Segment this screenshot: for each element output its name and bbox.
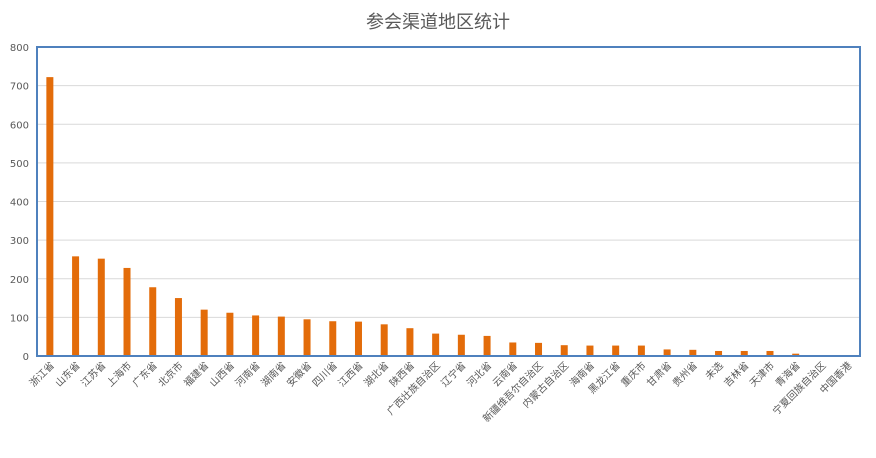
bar-19 (535, 342, 543, 356)
bar-10 (303, 319, 311, 356)
x-tick-label: 吉林省 (721, 359, 751, 389)
plot-frame (36, 46, 861, 357)
y-tick-label: 400 (10, 198, 29, 209)
x-tick-label: 上海市 (104, 359, 134, 389)
bar-6 (200, 309, 208, 356)
x-tick-label: 北京市 (155, 359, 185, 389)
x-tick-label: 广东省 (129, 359, 159, 389)
x-tick-label: 贵州省 (670, 359, 700, 389)
chart-title: 参会渠道地区统计 (366, 12, 510, 33)
x-tick-label: 福建省 (181, 359, 211, 389)
bar-11 (329, 321, 337, 356)
bar-2 (97, 258, 105, 356)
x-tick-label: 辽宁省 (438, 359, 468, 389)
x-tick-label: 山东省 (52, 359, 82, 389)
bar-29 (792, 353, 800, 356)
bar-21 (586, 345, 594, 356)
bar-13 (380, 324, 388, 356)
bar-15 (432, 333, 440, 356)
y-tick-label: 100 (10, 313, 29, 324)
bar-3 (123, 267, 131, 356)
bar-12 (354, 321, 362, 356)
x-tick-label: 山西省 (207, 359, 237, 389)
y-tick-label: 300 (10, 236, 29, 247)
bar-27 (740, 350, 748, 356)
x-tick-label: 未选 (702, 359, 725, 382)
bar-25 (689, 349, 697, 356)
x-tick-label: 湖南省 (258, 359, 288, 389)
x-tick-label: 江苏省 (78, 359, 108, 389)
bar-5 (174, 298, 182, 356)
y-tick-label: 500 (10, 159, 29, 170)
x-tick-label: 江西省 (335, 359, 365, 389)
x-tick-label: 甘肃省 (644, 359, 674, 389)
y-tick-label: 0 (23, 352, 29, 363)
x-tick-label: 浙江省 (27, 359, 57, 389)
x-tick-label: 湖北省 (361, 359, 391, 389)
bar-0 (46, 77, 54, 356)
bar-14 (406, 328, 414, 356)
x-tick-label: 重庆市 (618, 359, 648, 389)
bar-9 (277, 316, 285, 356)
x-tick-label: 天津市 (747, 359, 777, 389)
bar-4 (149, 287, 157, 356)
x-tick-label: 河南省 (232, 359, 262, 389)
x-tick-label: 安徽省 (284, 359, 314, 389)
bar-17 (483, 335, 491, 356)
bar-23 (637, 345, 645, 356)
y-tick-label: 200 (10, 275, 29, 286)
bar-24 (663, 349, 671, 356)
bar-18 (509, 342, 517, 356)
y-tick-label: 800 (10, 43, 29, 54)
bar-7 (226, 312, 234, 356)
bar-8 (252, 315, 260, 356)
bar-26 (715, 350, 723, 356)
x-tick-label: 四川省 (309, 359, 339, 389)
y-tick-label: 600 (10, 120, 29, 131)
bar-1 (72, 256, 80, 356)
bar-20 (560, 345, 568, 356)
bar-22 (612, 345, 620, 356)
bar-16 (457, 334, 465, 356)
x-tick-label: 河北省 (464, 359, 494, 389)
bar-28 (766, 350, 774, 356)
y-tick-label: 700 (10, 82, 29, 93)
